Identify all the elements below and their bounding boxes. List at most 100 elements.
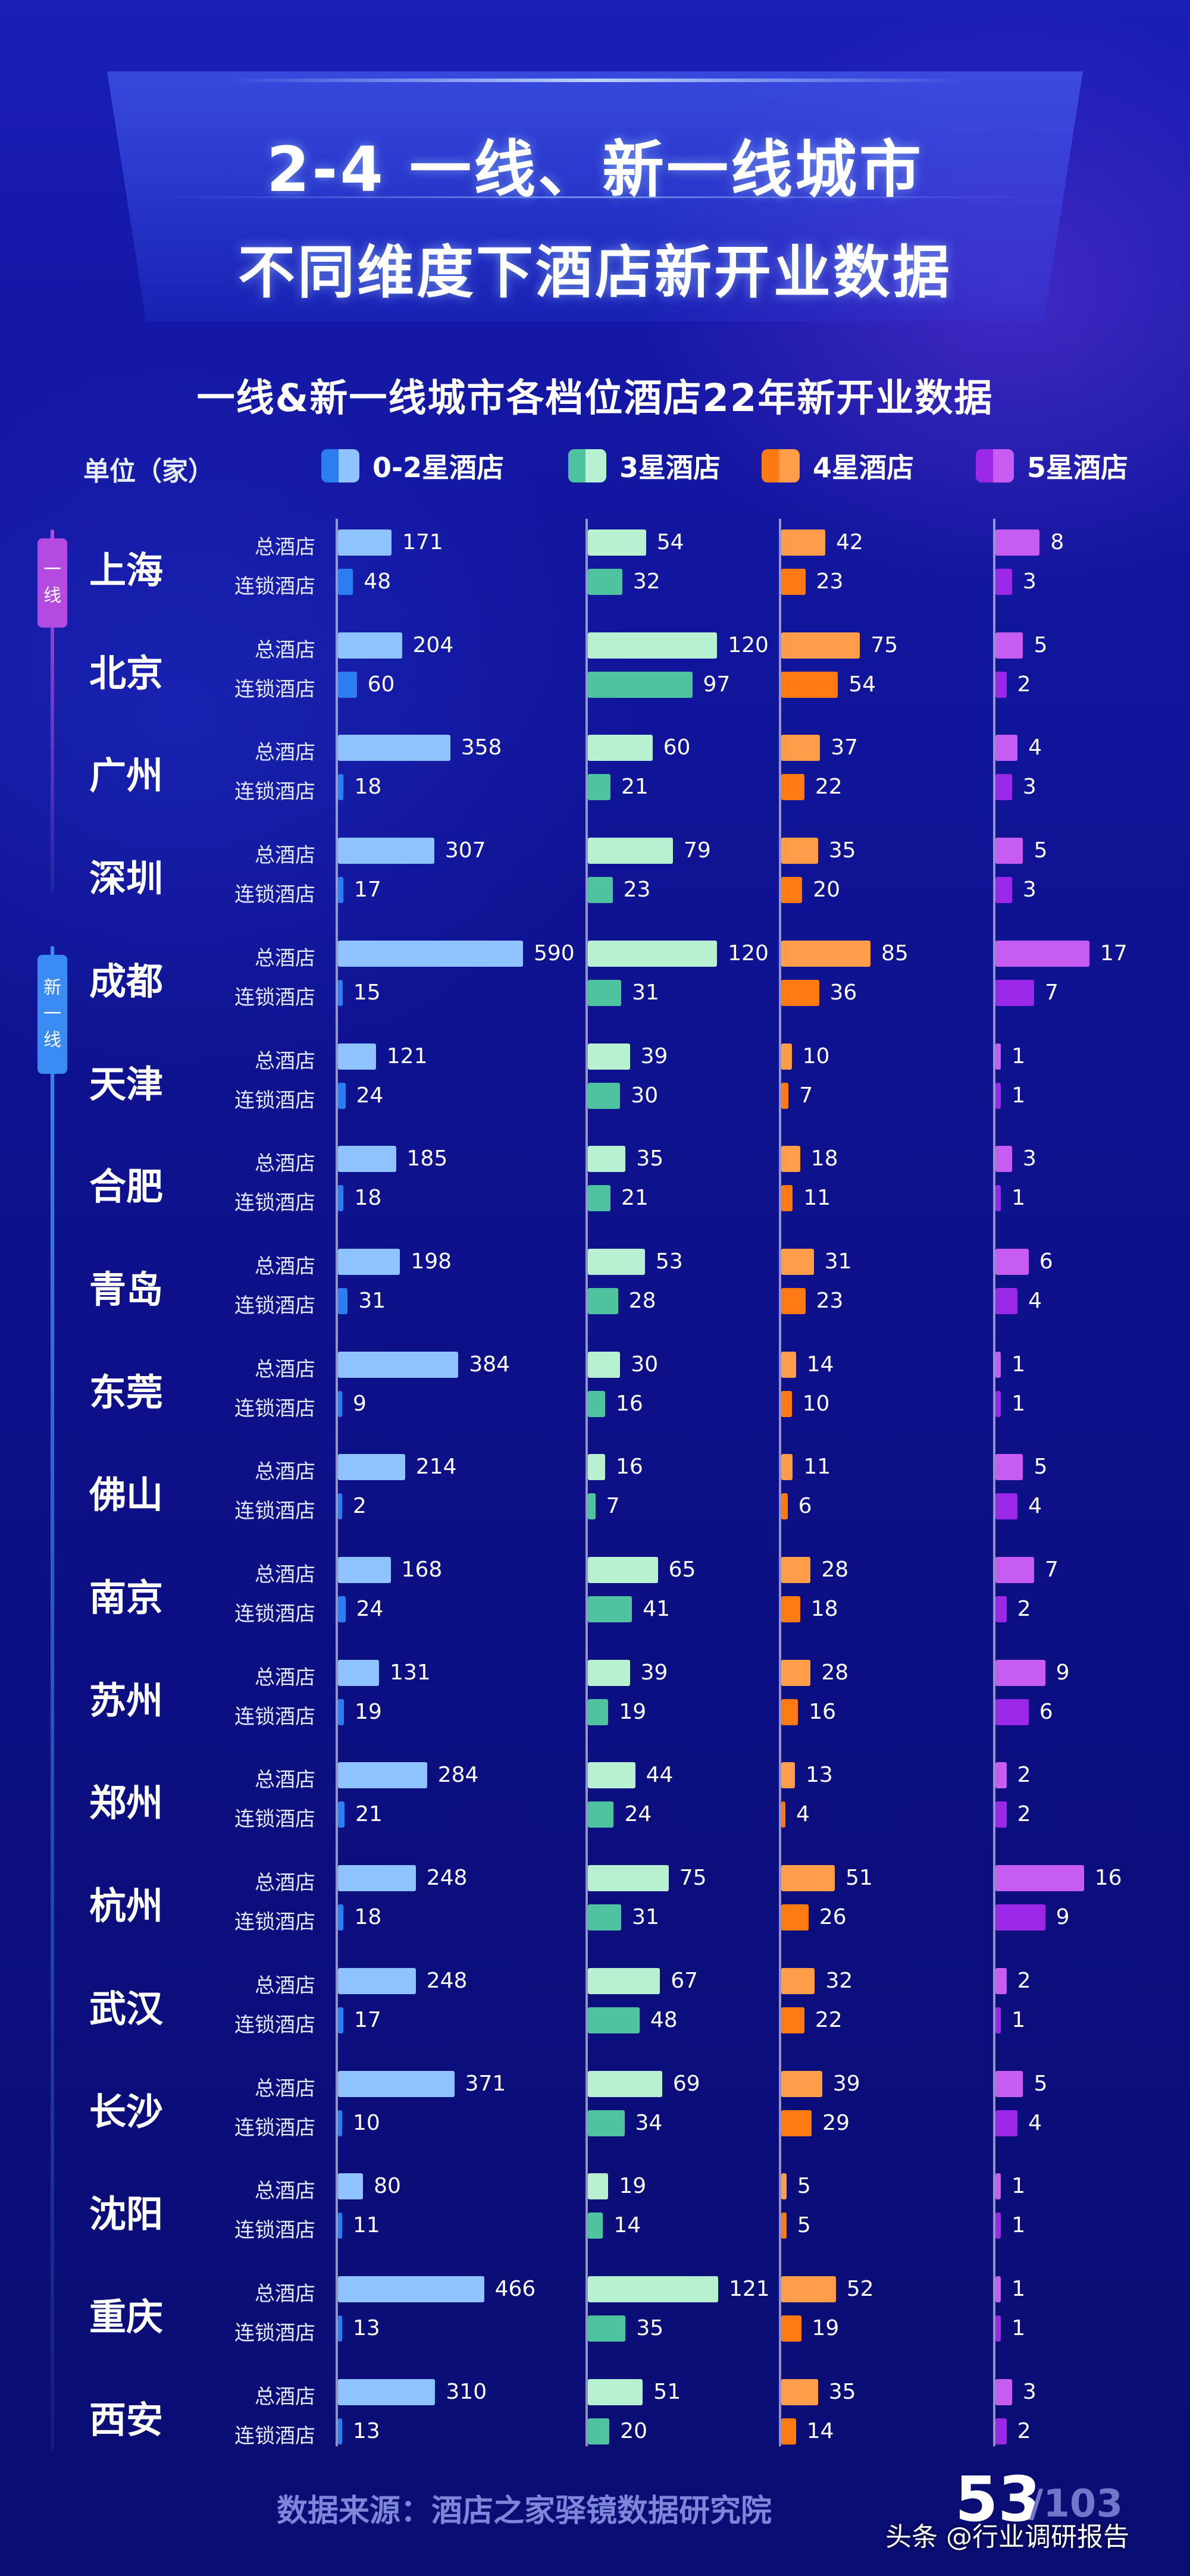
- bar-total: [781, 735, 821, 761]
- bar-total: [338, 1659, 380, 1686]
- data-label: 52: [846, 2276, 874, 2301]
- bar-total: [781, 529, 826, 556]
- data-label: 51: [653, 2379, 681, 2404]
- legend-swatch: [321, 449, 359, 482]
- legend-item: 5星酒店: [976, 445, 1128, 487]
- bar-total: [588, 1043, 630, 1070]
- watermark: 头条 @行业调研报告: [885, 2522, 1129, 2552]
- city-name: 东莞: [89, 1370, 164, 1414]
- legend-item: 3星酒店: [568, 445, 721, 487]
- data-label: 44: [646, 1763, 674, 1788]
- bar-total: [995, 529, 1040, 556]
- bar-chain: [338, 1287, 348, 1314]
- data-label: 21: [621, 775, 649, 800]
- row-label-total: 总酒店: [255, 1768, 315, 1792]
- data-label: 5: [1034, 838, 1048, 863]
- bar-chain: [588, 1287, 618, 1314]
- data-label: 1: [1012, 2213, 1026, 2238]
- row-label-chain: 连锁酒店: [234, 1191, 315, 1215]
- data-label: 5: [797, 2213, 811, 2238]
- bar-total: [781, 1351, 796, 1378]
- data-label: 31: [358, 1288, 386, 1313]
- data-label: 30: [631, 1083, 659, 1108]
- data-label: 310: [446, 2379, 487, 2404]
- data-label: 7: [1045, 1557, 1059, 1582]
- data-label: 67: [671, 1968, 699, 1993]
- data-label: 17: [1100, 941, 1128, 966]
- data-label: 15: [353, 980, 381, 1005]
- data-label: 18: [354, 1186, 382, 1211]
- bar-total: [781, 1454, 793, 1481]
- bar-total: [781, 1043, 792, 1070]
- data-label: 22: [815, 775, 843, 800]
- bar-total: [781, 1659, 811, 1686]
- city-name: 广州: [89, 754, 164, 798]
- bar-chain: [588, 1801, 614, 1828]
- data-label: 307: [444, 838, 486, 863]
- data-label: 5: [1034, 2071, 1048, 2096]
- data-label: 13: [353, 2315, 380, 2340]
- bar-chain: [995, 2007, 1001, 2033]
- data-label: 28: [628, 1288, 656, 1313]
- data-label: 4: [1028, 1494, 1042, 1519]
- page-title: 2-4 一线、新一线城市: [266, 133, 924, 206]
- data-label: 9: [1056, 1660, 1070, 1685]
- bar-total: [781, 838, 818, 864]
- row-label-total: 总酒店: [255, 2179, 315, 2204]
- data-label: 3: [1022, 569, 1036, 594]
- data-label: 19: [619, 2174, 647, 2199]
- row-label-chain: 连锁酒店: [234, 2321, 315, 2345]
- bar-total: [588, 2070, 662, 2097]
- city-name: 深圳: [89, 857, 164, 901]
- bar-total: [781, 2070, 822, 2097]
- data-label: 1: [1012, 1083, 1026, 1108]
- bar-total: [588, 1248, 645, 1275]
- legend-swatch: [976, 449, 1014, 482]
- bar-total: [588, 529, 646, 556]
- row-label-chain: 连锁酒店: [234, 2424, 315, 2448]
- bar-total: [995, 1351, 1001, 1378]
- data-label: 69: [672, 2071, 700, 2096]
- data-label: 18: [354, 775, 382, 800]
- bar-chain: [338, 1390, 342, 1417]
- bar-total: [338, 1248, 400, 1275]
- bar-total: [588, 1762, 635, 1789]
- bar-chain: [995, 671, 1007, 698]
- data-label: 14: [806, 1352, 834, 1377]
- group-tag-char: 一: [43, 1004, 61, 1024]
- bar-chain: [781, 1904, 809, 1931]
- data-label: 16: [1094, 1866, 1122, 1891]
- bar-chain: [995, 2213, 1001, 2239]
- column-axis: [993, 519, 995, 2446]
- bar-total: [588, 2173, 609, 2200]
- row-label-chain: 连锁酒店: [234, 1704, 315, 1729]
- bar-total: [781, 1865, 835, 1892]
- data-label: 3: [1022, 1146, 1036, 1171]
- data-label: 30: [631, 1352, 659, 1377]
- bar-chain: [338, 1082, 346, 1109]
- bar-total: [781, 2378, 818, 2405]
- data-label: 9: [353, 1391, 367, 1416]
- row-label-total: 总酒店: [255, 638, 315, 662]
- page-number: 53: [955, 2463, 1041, 2536]
- data-label: 17: [353, 878, 381, 902]
- row-label-chain: 连锁酒店: [234, 1088, 315, 1112]
- data-label: 75: [870, 632, 898, 657]
- bar-total: [588, 632, 718, 659]
- data-label: 60: [367, 672, 395, 697]
- data-label: 13: [353, 2418, 380, 2443]
- data-label: 24: [356, 1083, 384, 1108]
- bar-total: [588, 1351, 621, 1378]
- bar-chain: [781, 1596, 800, 1622]
- data-label: 36: [829, 980, 857, 1005]
- bar-chain: [781, 569, 806, 595]
- bar-chain: [995, 1801, 1007, 1828]
- data-label: 23: [816, 1288, 844, 1313]
- bar-chain: [995, 1904, 1045, 1931]
- bar-total: [338, 1557, 391, 1583]
- data-label: 35: [636, 2315, 664, 2340]
- bar-chain: [338, 877, 343, 904]
- row-label-chain: 连锁酒店: [234, 1807, 315, 1832]
- data-label: 29: [822, 2110, 850, 2135]
- bar-chain: [995, 774, 1012, 801]
